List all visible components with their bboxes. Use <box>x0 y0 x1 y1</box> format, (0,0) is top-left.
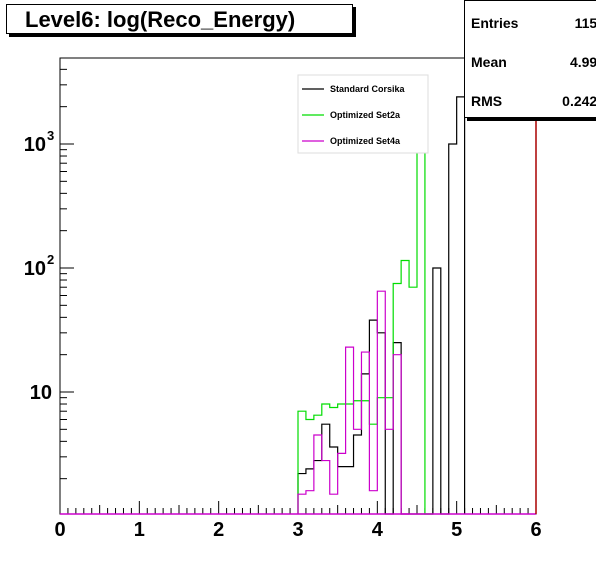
x-tick-label: 1 <box>134 519 145 541</box>
legend-label: Optimized Set2a <box>330 110 401 120</box>
series-line <box>297 149 433 515</box>
stats-entries-value: 1153 <box>574 15 596 31</box>
stats-mean-label: Mean <box>471 54 507 70</box>
legend: Standard Corsika Optimized Set2a Optimized… <box>297 74 429 154</box>
stats-rms: RMS 0.2423 <box>471 93 596 113</box>
x-tick-label: 5 <box>451 519 462 541</box>
stats-mean: Mean 4.992 <box>471 54 596 74</box>
stats-rms-label: RMS <box>471 93 503 109</box>
x-axis: 0 1 2 3 4 5 6 <box>54 501 542 541</box>
legend-label: Standard Corsika <box>330 84 406 94</box>
x-tick-label: 6 <box>530 519 541 541</box>
x-tick-label: 4 <box>372 519 384 541</box>
y-tick-label: 10 <box>30 382 52 404</box>
y-tick-label: 10 <box>24 258 46 280</box>
baseline <box>60 120 537 515</box>
series-line <box>297 96 466 515</box>
series-line <box>297 290 410 515</box>
legend-label: Optimized Set4a <box>330 136 401 146</box>
x-tick-label: 2 <box>213 519 224 541</box>
y-tick-exponent: 3 <box>47 128 54 143</box>
histogram-series <box>297 96 466 515</box>
y-tick-label: 10 <box>24 134 46 156</box>
stats-mean-value: 4.992 <box>569 54 596 70</box>
x-tick-label: 0 <box>54 519 65 541</box>
stats-box: Entries 1153 Mean 4.992 RMS 0.2423 <box>464 0 596 118</box>
x-tick-label: 3 <box>292 519 303 541</box>
chart-title: Level6: log(Reco_Energy) <box>25 7 296 32</box>
legend-box <box>297 74 429 154</box>
stats-entries: Entries 1153 <box>471 15 596 35</box>
stats-entries-label: Entries <box>471 15 519 31</box>
y-tick-exponent: 2 <box>47 252 54 267</box>
chart-title-box: Level6: log(Reco_Energy) <box>6 4 353 34</box>
stats-rms-value: 0.2423 <box>562 93 596 109</box>
